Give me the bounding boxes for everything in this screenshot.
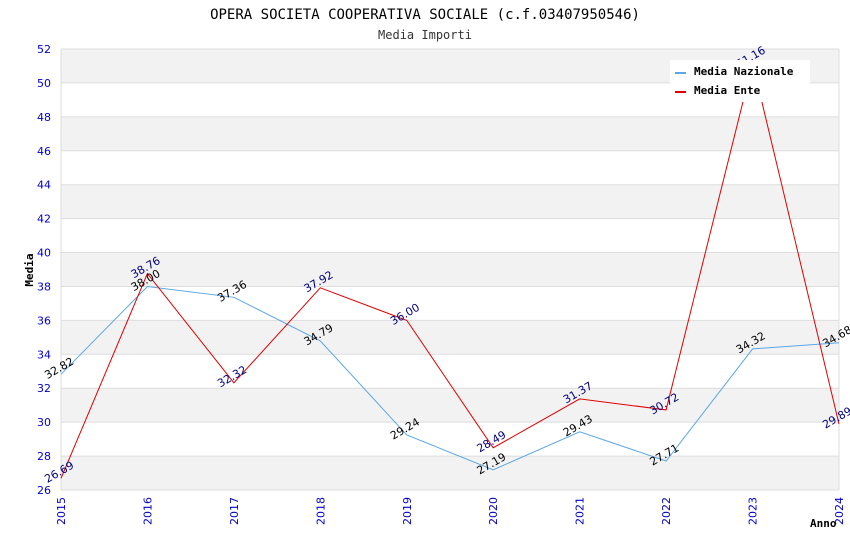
y-tick-label: 46 [37,145,51,158]
y-tick-label: 26 [37,484,51,497]
y-tick-label: 50 [37,77,51,90]
y-tick-label: 48 [37,111,51,124]
x-tick-label: 2020 [487,497,500,525]
grid-band [61,184,839,219]
grid-band [61,320,839,355]
legend-label-media-nazionale: Media Nazionale [694,65,794,78]
grid-bands [61,49,839,490]
x-tick-label: 2023 [747,497,760,525]
legend-box [670,60,810,102]
legend-label-media-ente: Media Ente [694,84,761,97]
y-tick-label: 40 [37,247,51,260]
data-label: 28.49 [475,428,509,455]
x-tick-label: 2016 [141,497,154,525]
x-tick-label: 2018 [314,497,327,525]
chart-subtitle: Media Importi [378,28,472,42]
series-line-media-nazionale [60,285,840,471]
series-group [60,63,840,479]
y-axis-label: Media [23,253,36,286]
chart-title: OPERA SOCIETA COOPERATIVA SOCIALE (c.f.0… [210,7,640,23]
y-tick-label: 30 [37,416,51,429]
y-tick-label: 32 [37,382,51,395]
x-axis-label: Anno [810,517,837,530]
grid-band [61,456,839,490]
x-tick-label: 2019 [401,497,414,525]
grid-band [61,388,839,423]
series-line-media-ente [60,63,840,479]
y-tick-label: 42 [37,213,51,226]
x-tick-label: 2021 [574,497,587,525]
y-tick-label: 36 [37,314,51,327]
y-tick-label: 28 [37,450,51,463]
x-tick-label: 2022 [660,497,673,525]
y-axis-ticks: 26 28 30 32 34 36 38 40 42 44 46 48 50 52 [37,43,51,497]
y-tick-label: 38 [37,280,51,293]
data-label: 32.32 [215,363,249,390]
grid-lines [60,48,840,491]
grid-band [61,116,839,151]
y-tick-label: 34 [37,348,51,361]
y-tick-label: 52 [37,43,51,56]
grid-band [61,252,839,287]
x-axis-ticks: 2015 2016 2017 2018 2019 2020 2021 2022 2023 2024 [55,497,846,525]
x-tick-label: 2017 [228,497,241,525]
y-tick-label: 44 [37,179,51,192]
x-tick-label: 2015 [55,497,68,525]
legend: Media Nazionale Media Ente [670,60,810,102]
x-tick-label: 2024 [833,497,846,525]
